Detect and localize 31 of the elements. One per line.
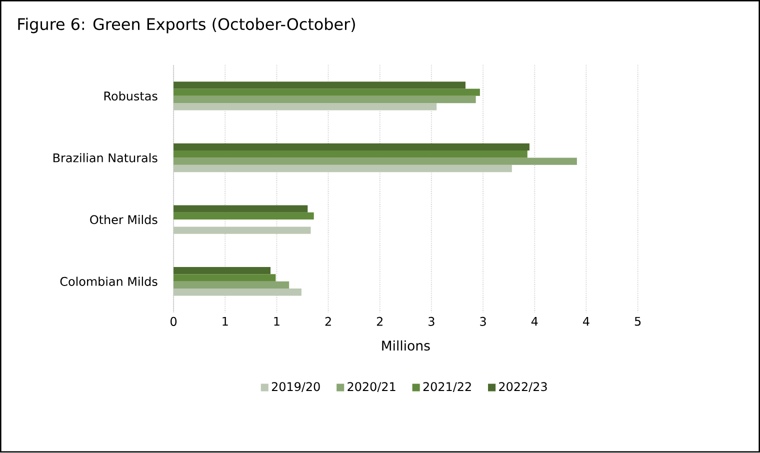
- bar: [174, 267, 271, 274]
- bar: [174, 96, 476, 104]
- legend-label: 2021/22: [423, 382, 471, 392]
- legend-label: 2020/21: [348, 382, 396, 392]
- bar: [174, 150, 528, 158]
- x-axis-title: Millions: [382, 340, 430, 351]
- bar: [174, 82, 466, 89]
- x-tick-label: 1: [274, 317, 280, 326]
- x-tick-label: 0: [170, 317, 177, 326]
- y-tick-label: Robustas: [104, 92, 158, 101]
- legend-label: 2019/20: [272, 382, 320, 392]
- bar: [174, 144, 530, 151]
- x-tick-label: 2: [376, 317, 382, 326]
- bar: [174, 158, 577, 166]
- y-tick-label: Colombian Milds: [60, 276, 158, 286]
- x-tick-label: 2: [325, 317, 331, 326]
- bar: [174, 88, 480, 96]
- y-tick-label: Brazilian Naturals: [53, 153, 158, 163]
- legend-label: 2022/23: [499, 382, 547, 392]
- x-tick-label: 3: [480, 317, 486, 326]
- bar: [174, 282, 290, 289]
- x-tick-label: 1: [222, 317, 228, 326]
- bar: [174, 205, 308, 213]
- bar: [174, 212, 314, 220]
- x-tick-label: 3: [428, 317, 434, 326]
- x-tick-label: 4: [582, 317, 590, 326]
- chart-title: Figure 6: Green Exports (October-October): [18, 18, 355, 34]
- x-tick-label: 5: [634, 317, 641, 326]
- x-tick-label: 4: [531, 317, 538, 326]
- y-tick-label: Other Milds: [90, 215, 158, 224]
- bar: [174, 274, 276, 282]
